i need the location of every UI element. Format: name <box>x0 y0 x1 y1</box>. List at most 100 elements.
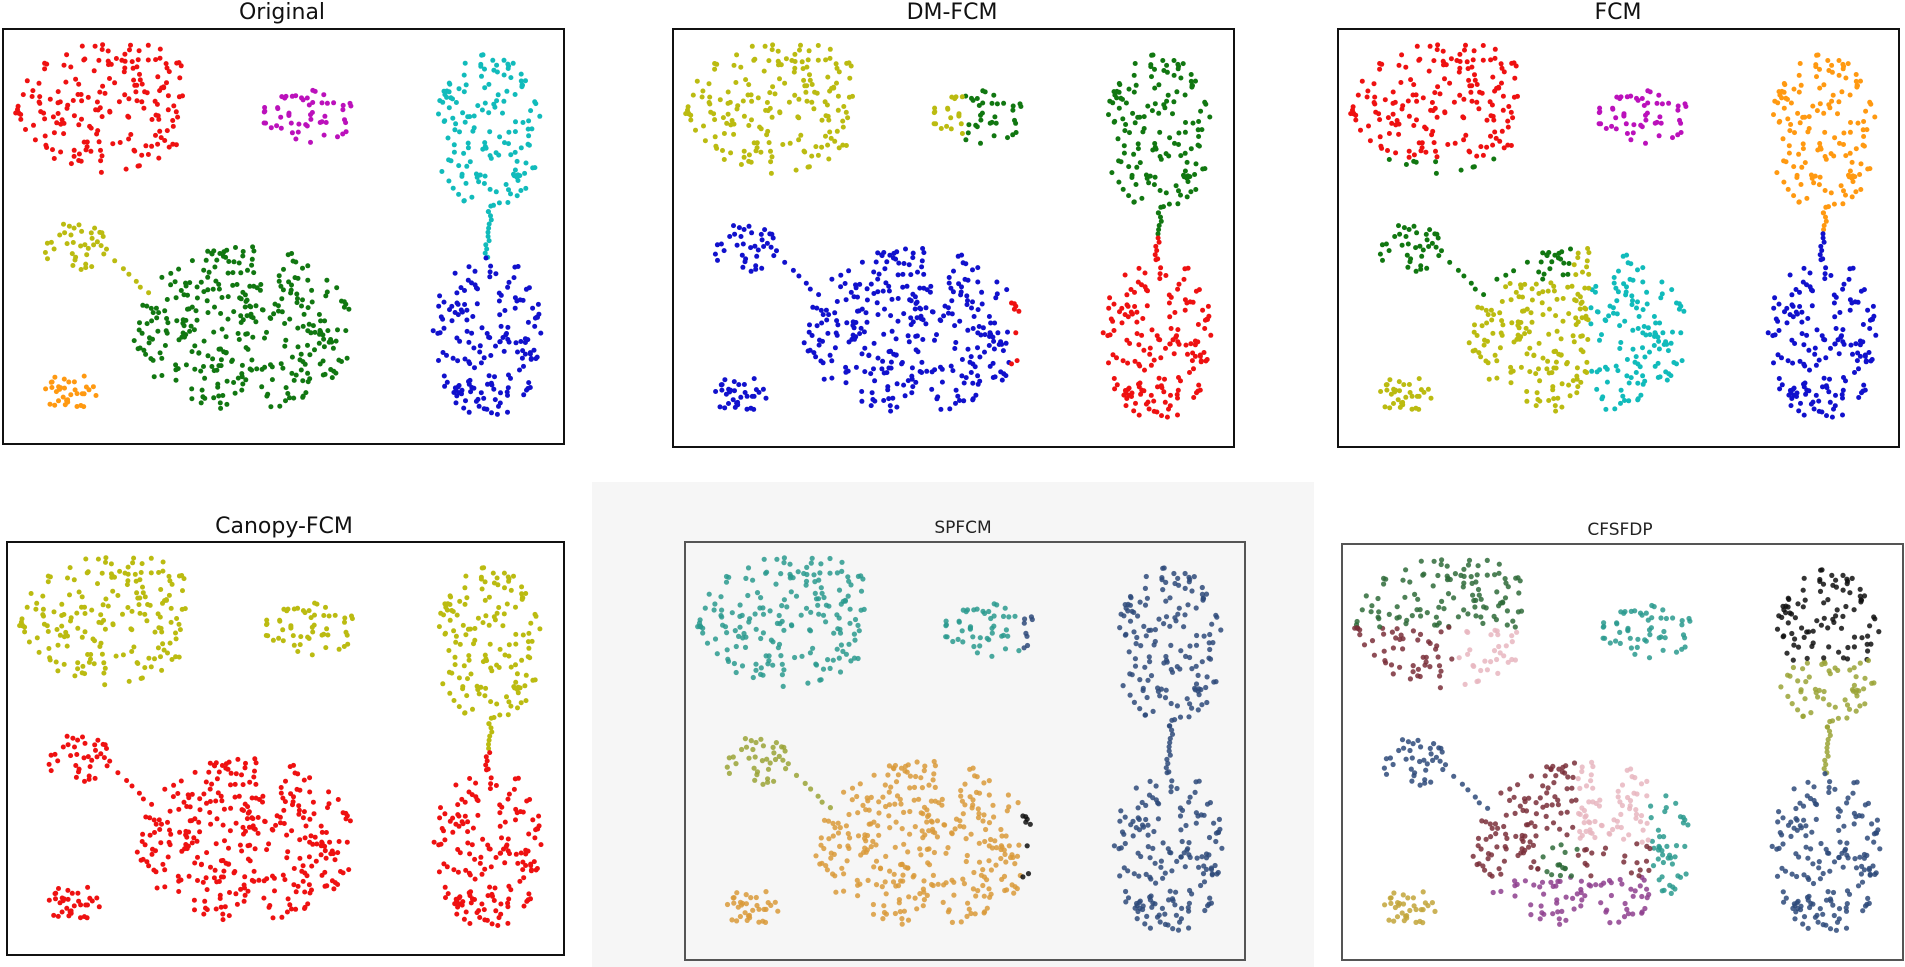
scatter-point <box>823 307 829 313</box>
scatter-point <box>816 342 822 348</box>
scatter-point <box>939 366 945 372</box>
scatter-point <box>736 382 742 388</box>
scatter-point <box>865 798 871 804</box>
scatter-point <box>52 751 58 757</box>
scatter-point <box>235 756 241 762</box>
scatter-point <box>150 846 155 852</box>
scatter-point <box>1414 117 1419 123</box>
scatter-point <box>310 323 316 329</box>
scatter-point <box>280 795 286 801</box>
scatter-point <box>289 130 295 136</box>
scatter-point <box>1377 117 1383 123</box>
scatter-point <box>740 98 746 104</box>
scatter-point <box>1393 387 1399 393</box>
scatter-point <box>827 46 833 52</box>
scatter-point <box>100 741 106 747</box>
scatter-point <box>1151 357 1157 363</box>
scatter-point <box>42 66 48 72</box>
scatter-point <box>1161 204 1166 210</box>
scatter-point <box>529 126 535 132</box>
scatter-point <box>332 880 338 886</box>
scatter-point <box>470 825 476 831</box>
scatter-point <box>1413 268 1419 274</box>
scatter-point <box>881 370 887 376</box>
scatter-point <box>996 342 1002 347</box>
scatter-point <box>522 683 528 689</box>
scatter-point <box>1156 110 1162 116</box>
scatter-point <box>1199 127 1205 133</box>
scatter-point <box>853 285 859 291</box>
scatter-point <box>914 315 920 321</box>
scatter-point <box>906 262 912 268</box>
scatter-point <box>269 364 275 370</box>
scatter-point <box>809 333 815 338</box>
scatter-point <box>1569 283 1575 289</box>
scatter-point <box>963 836 969 842</box>
scatter-point <box>1794 390 1800 396</box>
scatter-point <box>281 606 287 612</box>
scatter-point <box>1780 136 1786 142</box>
scatter-point <box>991 814 997 820</box>
scatter-point <box>131 555 137 561</box>
scatter-point <box>214 879 220 885</box>
scatter-point <box>204 800 209 806</box>
scatter-point <box>750 577 756 583</box>
scatter-point <box>444 379 450 385</box>
scatter-point <box>921 878 927 884</box>
scatter-point <box>518 850 524 856</box>
scatter-point <box>781 627 787 633</box>
scatter-point <box>1387 377 1393 383</box>
scatter-point <box>454 911 460 917</box>
scatter-point <box>1188 146 1194 152</box>
scatter-point <box>482 85 488 91</box>
scatter-point <box>532 99 538 105</box>
scatter-point <box>95 128 101 134</box>
scatter-point <box>1150 795 1156 801</box>
scatter-point <box>1855 120 1861 126</box>
scatter-point <box>453 821 459 827</box>
scatter-point <box>335 327 340 333</box>
scatter-point <box>1122 840 1128 847</box>
panel-frame-dm-fcm <box>672 28 1235 448</box>
scatter-point <box>1206 834 1213 841</box>
scatter-point <box>240 782 246 788</box>
scatter-point <box>818 358 824 364</box>
scatter-point <box>1009 300 1014 306</box>
scatter-point <box>1822 188 1828 193</box>
scatter-point <box>1408 77 1414 83</box>
scatter-point <box>843 109 849 115</box>
scatter-point <box>440 99 446 105</box>
scatter-point <box>763 906 769 913</box>
scatter-point <box>343 120 349 126</box>
scatter-point <box>762 227 768 233</box>
scatter-point <box>1515 332 1521 338</box>
scatter-point <box>164 330 170 336</box>
scatter-point <box>312 612 317 618</box>
scatter-point <box>955 393 961 399</box>
scatter-point <box>324 626 330 632</box>
scatter-point <box>813 354 819 360</box>
scatter-point <box>527 385 533 390</box>
scatter-point <box>156 570 162 575</box>
scatter-point <box>738 394 744 400</box>
scatter-point <box>1577 294 1583 300</box>
scatter-point <box>1004 808 1010 814</box>
scatter-point <box>1509 320 1515 326</box>
scatter-point <box>1193 187 1199 192</box>
panel-points-original <box>13 42 544 417</box>
scatter-point <box>520 632 526 638</box>
scatter-point <box>1640 345 1645 351</box>
scatter-point <box>291 377 297 383</box>
scatter-point <box>68 232 74 238</box>
scatter-point <box>162 884 168 890</box>
scatter-point <box>1146 180 1152 186</box>
scatter-point <box>883 891 889 897</box>
scatter-point <box>1132 120 1138 126</box>
scatter-point <box>1640 373 1646 379</box>
scatter-point <box>180 330 186 336</box>
scatter-point <box>1586 271 1592 277</box>
scatter-point <box>843 651 850 657</box>
scatter-point <box>893 779 900 785</box>
scatter-point <box>215 384 221 390</box>
scatter-point <box>1217 826 1223 832</box>
